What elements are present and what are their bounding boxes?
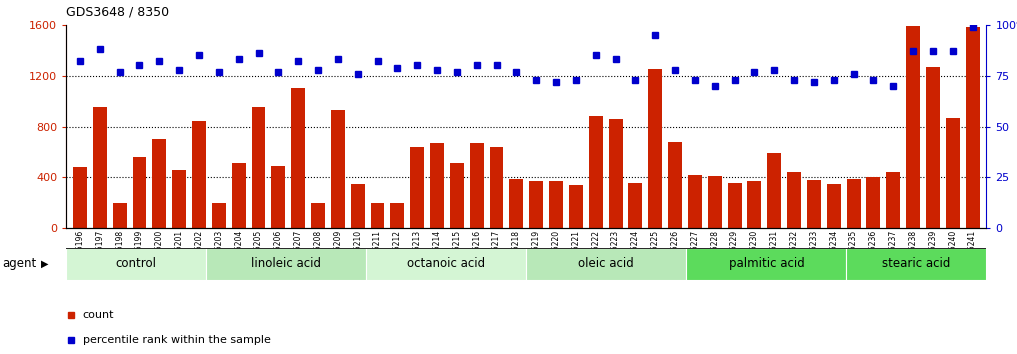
Bar — [668, 142, 682, 228]
Bar — [727, 183, 741, 228]
Bar — [767, 153, 781, 228]
Text: GDS3648 / 8350: GDS3648 / 8350 — [66, 5, 169, 18]
Bar — [113, 203, 126, 228]
Bar — [747, 181, 762, 228]
Bar — [370, 203, 384, 228]
Bar — [450, 164, 464, 228]
Bar — [132, 157, 146, 228]
Bar — [366, 248, 527, 280]
Bar — [331, 110, 345, 228]
Bar — [846, 248, 986, 280]
Bar — [529, 181, 543, 228]
Bar — [192, 121, 206, 228]
Bar — [206, 248, 366, 280]
Text: stearic acid: stearic acid — [883, 257, 951, 270]
Text: percentile rank within the sample: percentile rank within the sample — [82, 335, 271, 344]
Bar — [232, 164, 246, 228]
Text: linoleic acid: linoleic acid — [251, 257, 321, 270]
Text: ▶: ▶ — [41, 259, 48, 269]
Bar — [410, 147, 424, 228]
Bar — [629, 183, 643, 228]
Bar — [687, 175, 702, 228]
Text: control: control — [116, 257, 157, 270]
Bar — [351, 184, 365, 228]
Bar — [153, 139, 166, 228]
Bar — [866, 177, 881, 228]
Text: octanoic acid: octanoic acid — [407, 257, 485, 270]
Bar — [391, 203, 405, 228]
Text: agent: agent — [2, 257, 37, 270]
Bar — [708, 176, 722, 228]
Bar — [966, 27, 979, 228]
Bar — [272, 166, 286, 228]
Bar — [430, 143, 444, 228]
Bar — [93, 108, 107, 228]
Bar — [73, 167, 86, 228]
Text: palmitic acid: palmitic acid — [728, 257, 804, 270]
Bar — [172, 170, 186, 228]
Bar — [251, 108, 265, 228]
Bar — [787, 172, 801, 228]
Bar — [906, 26, 920, 228]
Bar — [589, 116, 603, 228]
Text: count: count — [82, 310, 114, 320]
Bar — [510, 179, 524, 228]
Bar — [212, 203, 226, 228]
Bar — [311, 203, 325, 228]
Bar — [489, 147, 503, 228]
Bar — [686, 248, 846, 280]
Bar — [827, 184, 841, 228]
Bar — [549, 181, 563, 228]
Bar — [806, 180, 821, 228]
Bar — [648, 69, 662, 228]
Text: oleic acid: oleic acid — [579, 257, 635, 270]
Bar — [569, 185, 583, 228]
Bar — [887, 172, 900, 228]
Bar — [846, 179, 860, 228]
Bar — [470, 143, 484, 228]
Bar — [291, 88, 305, 228]
Bar — [946, 118, 960, 228]
Bar — [608, 119, 622, 228]
Bar — [527, 248, 686, 280]
Bar — [66, 248, 206, 280]
Bar — [926, 67, 940, 228]
